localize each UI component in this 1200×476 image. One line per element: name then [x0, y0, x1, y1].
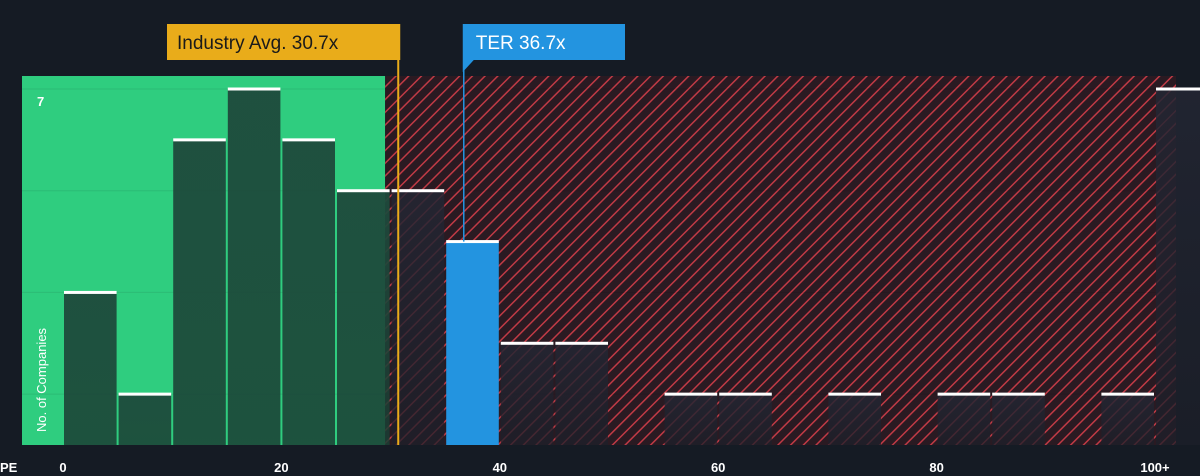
histogram-bar-cap: [828, 392, 881, 396]
histogram-bar-cap: [337, 189, 390, 193]
company-pe-callout-pointer: [462, 60, 474, 72]
histogram-bar: [1101, 394, 1154, 445]
histogram-bar-cap: [664, 392, 718, 396]
histogram-bar-cap: [992, 392, 1045, 396]
histogram-bar: [500, 343, 554, 445]
histogram-bar-cap: [500, 341, 554, 345]
x-tick-label: 20: [274, 460, 288, 475]
company-pe-callout: [462, 24, 625, 60]
x-tick-label: 40: [493, 460, 507, 475]
histogram-bar: [555, 343, 608, 445]
histogram-bar-cap: [1101, 392, 1154, 396]
histogram-bar-cap: [118, 392, 172, 396]
industry-avg-callout: [167, 24, 401, 60]
histogram-bar: [446, 241, 499, 445]
histogram-bar: [337, 190, 390, 445]
histogram-bar-cap: [937, 392, 991, 396]
histogram-bar-cap: [282, 138, 335, 142]
x-axis-title: PE: [0, 460, 18, 475]
histogram-bar: [992, 394, 1045, 445]
industry-avg-label: Industry Avg. 30.7x: [177, 33, 339, 54]
histogram-bar-cap: [391, 189, 445, 193]
histogram-bar: [828, 394, 881, 445]
histogram-bar: [1156, 89, 1200, 445]
histogram-bar: [173, 139, 226, 445]
histogram-bar: [937, 394, 991, 445]
company-pe-label: TER 36.7x: [476, 33, 566, 54]
histogram-bar: [282, 139, 335, 445]
x-tick-label: 60: [711, 460, 725, 475]
histogram-bar-cap: [1156, 87, 1200, 91]
x-tick-label: 80: [929, 460, 943, 475]
histogram-bar-cap: [719, 392, 772, 396]
x-tick-label: 0: [59, 460, 66, 475]
histogram-bar-cap: [64, 290, 117, 294]
y-axis-title: No. of Companies: [34, 327, 49, 432]
histogram-bar: [118, 394, 172, 445]
histogram-bar: [227, 89, 281, 445]
y-axis-max-label: 7: [37, 94, 44, 109]
histogram-bar-cap: [555, 341, 608, 345]
histogram-bar: [719, 394, 772, 445]
histogram-bar-cap: [173, 138, 226, 142]
histogram-bar-cap: [446, 240, 499, 244]
x-tick-label: 100+: [1140, 460, 1170, 475]
histogram-bar: [664, 394, 718, 445]
histogram-bar: [64, 292, 117, 445]
histogram-bar-cap: [227, 87, 281, 91]
histogram-bar: [391, 190, 445, 445]
